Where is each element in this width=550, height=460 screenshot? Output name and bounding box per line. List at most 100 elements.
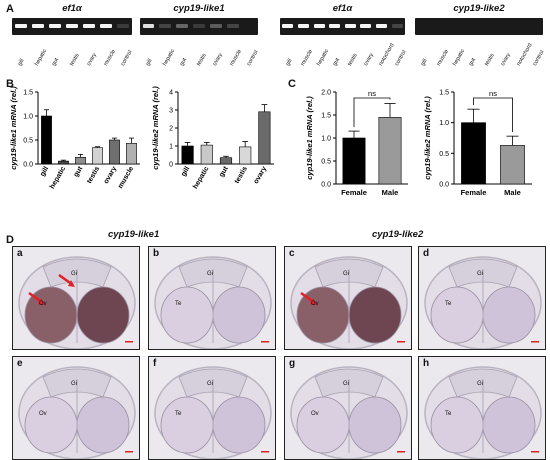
y-tick-label: 1.5 xyxy=(23,90,33,97)
gel-lane-label: hepatic xyxy=(34,48,49,67)
tissue-label-gonad: Ov xyxy=(39,411,47,417)
y-tick-label: 0.5 xyxy=(439,151,449,158)
micrograph-letter: c xyxy=(289,248,295,259)
tissue-section-image xyxy=(149,247,275,349)
x-category-label: Female xyxy=(341,188,367,197)
chart-cyp19-like1-sex: 0.0 0.5 1.0 1.5 2.0 cyp19-like1 mRNA (rel.) Fe… xyxy=(305,89,408,197)
x-category-label: gut xyxy=(73,165,85,179)
tissue-label-gonad: Ov xyxy=(39,301,47,307)
y-tick-label: 0 xyxy=(169,162,173,169)
bar-testis xyxy=(239,146,252,165)
gel-lane-label: muscle xyxy=(229,48,244,67)
x-category-label: Male xyxy=(382,188,399,197)
gel-lane-label: hepatic xyxy=(161,48,177,67)
gel-band xyxy=(142,24,155,28)
tissue-section-image xyxy=(419,247,545,349)
micrograph-b: b Gi Te xyxy=(148,246,276,350)
x-category-label: ovary xyxy=(253,165,268,185)
x-category-label: gut xyxy=(218,165,230,179)
gel-lane-label: testis xyxy=(483,52,496,67)
tissue-section-image xyxy=(285,357,411,459)
micrograph-letter: f xyxy=(153,358,157,369)
micrograph-h: h Gi Te xyxy=(418,356,546,460)
panel-letter-a: A xyxy=(6,3,14,15)
x-category-label: muscle xyxy=(117,165,135,189)
bar-testis xyxy=(92,147,103,165)
y-tick-label: 2 xyxy=(169,126,173,133)
x-category-label: hepatic xyxy=(192,165,210,190)
bar-gill xyxy=(41,115,52,165)
y-tick-label: 2.0 xyxy=(321,90,331,97)
y-tick-label: 1.0 xyxy=(23,114,33,121)
chart-cyp19-like2-sex: 0.0 0.5 1.0 1.5 cyp19-like2 mRNA (rel.) Femal… xyxy=(423,89,532,197)
gel-band xyxy=(297,24,309,28)
tissue-section-image xyxy=(285,247,411,349)
tissue-label-gill: Gi xyxy=(207,381,213,387)
x-category-label: testis xyxy=(234,165,249,184)
gel-title-1: cyp19-like1 xyxy=(173,3,225,14)
micrograph-c: c Gi Ov xyxy=(284,246,412,350)
tissue-label-gonad: Te xyxy=(175,411,182,417)
significance-label: ns xyxy=(489,89,497,98)
bar-gill xyxy=(181,145,194,165)
gel-lane-label: gill xyxy=(419,58,429,67)
y-tick-label: 4 xyxy=(169,90,173,97)
gel-band xyxy=(282,24,294,28)
gel-band xyxy=(193,24,205,28)
gel-image-2 xyxy=(280,18,405,35)
gel-image-1 xyxy=(140,18,258,35)
gel-lane-label: gut xyxy=(467,57,477,67)
micrograph-a: a Gi Ov xyxy=(12,246,140,350)
gel-lane-label: ovary xyxy=(499,52,512,67)
gel-lane-label: gill xyxy=(17,58,26,67)
panel-letter-c: C xyxy=(288,78,296,90)
chart-cyp19-like1-tissues: 0.0 0.5 1.0 1.5 cyp19-like1 mRNA (rel.) gillh… xyxy=(9,86,140,190)
y-tick-label: 1 xyxy=(169,144,173,151)
significance-bracket xyxy=(473,97,513,133)
tissue-section-image xyxy=(13,357,139,459)
significance-label: ns xyxy=(368,89,376,98)
micrograph-letter: a xyxy=(17,248,23,259)
tissue-label-gill: Gi xyxy=(477,271,483,277)
tissue-label-gonad: Te xyxy=(445,301,452,307)
gel-lane-label: ovary xyxy=(85,52,98,67)
section-title-like2: cyp19-like2 xyxy=(372,229,424,240)
bar-hepatic xyxy=(200,144,213,165)
gel-lane-label: muscle xyxy=(435,48,450,67)
tissue-label-gill: Gi xyxy=(343,381,349,387)
gel-lane-label: muscle xyxy=(102,48,117,67)
y-tick-label: 0.0 xyxy=(23,162,33,169)
gel-lane-label: hepatic xyxy=(451,48,467,67)
gel-lane-label: notochord xyxy=(515,42,534,67)
gel-title-0: ef1α xyxy=(62,3,82,14)
tissue-section-image xyxy=(149,357,275,459)
y-tick-label: 0.0 xyxy=(439,182,449,189)
bar-female xyxy=(342,137,366,185)
gel-lane-label: control xyxy=(120,49,134,67)
x-category-label: ovary xyxy=(103,165,118,185)
x-category-label: Male xyxy=(504,188,521,197)
y-axis-label: cyp19-like1 mRNA (rel.) xyxy=(9,86,18,170)
gel-lane-label: control xyxy=(246,49,260,67)
gel-lane-label: gill xyxy=(284,58,294,67)
gel-lane-label: gut xyxy=(331,57,341,67)
tissue-label-gill: Gi xyxy=(71,271,77,277)
gel-band xyxy=(159,24,172,28)
y-tick-label: 3 xyxy=(169,108,173,115)
gel-image-0 xyxy=(12,18,132,35)
gel-band xyxy=(117,24,130,28)
tissue-label-gonad: Te xyxy=(175,301,182,307)
tissue-label-gill: Gi xyxy=(343,271,349,277)
panel-letter-b: B xyxy=(6,78,14,90)
x-category-label: hepatic xyxy=(49,165,67,190)
micrograph-letter: e xyxy=(17,358,23,369)
y-axis-label: cyp19-like1 mRNA (rel.) xyxy=(305,96,314,180)
gel-title-3: cyp19-like2 xyxy=(453,3,505,14)
gel-band xyxy=(31,24,44,28)
chart-cyp19-like2-tissues: 0 1 2 3 4 cyp19-like2 mRNA (rel.) gill hepatic g… xyxy=(151,86,274,190)
gel-band xyxy=(360,24,372,28)
gel-lane-label: control xyxy=(531,49,546,67)
tissue-section-image xyxy=(13,247,139,349)
gel-lane-label: gut xyxy=(178,57,188,67)
micrograph-g: g Gi Ov xyxy=(284,356,412,460)
